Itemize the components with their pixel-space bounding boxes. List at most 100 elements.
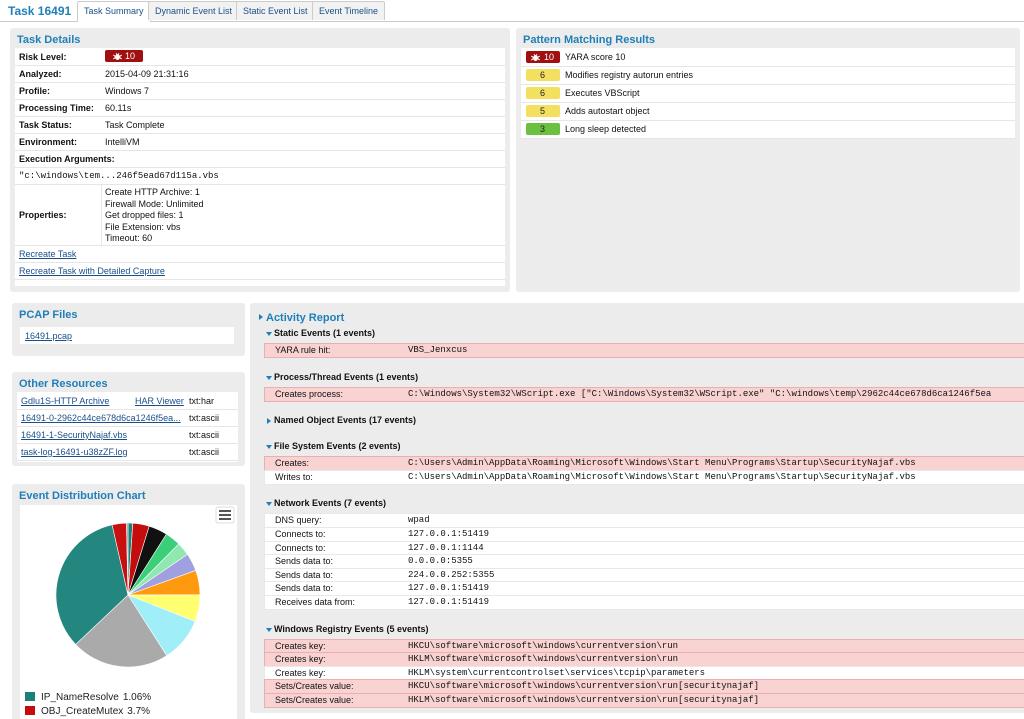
event-label: Sends data to: <box>275 583 334 594</box>
event-value: wpad <box>408 515 430 526</box>
event-value: 0.0.0.0:5355 <box>408 556 473 567</box>
panel-title: Activity Report <box>266 312 345 324</box>
activity-row: Receives data from: 127.0.0.1:51419 <box>264 594 1024 610</box>
resource-type: txt:ascii <box>189 413 220 423</box>
chart-menu-button[interactable] <box>215 506 235 524</box>
pie-slice <box>75 594 168 668</box>
event-label: Creates process: <box>275 388 344 399</box>
activity-row: Writes to: C:\Users\Admin\AppData\Roaming… <box>264 469 1024 485</box>
resource-link[interactable]: task-log-16491-u38zZF.log <box>21 447 128 457</box>
risk-value: 10 <box>125 51 136 61</box>
header: Task 16491 Task Summary Dynamic Event List… <box>0 0 1024 22</box>
chart-body: IP_NameResolve 1.06% OBJ_CreateMutex 3.7% <box>20 505 237 719</box>
resource-row: task-log-16491-u38zZF.log txt:ascii <box>17 443 238 461</box>
property: Timeout: 60 <box>105 233 153 243</box>
panel-title: Event Distribution Chart <box>19 490 146 502</box>
panel-title: Pattern Matching Results <box>523 34 656 46</box>
expanded-icon <box>266 445 272 450</box>
event-label: Sets/Creates value: <box>275 681 354 692</box>
section-title[interactable]: Windows Registry Events (5 events) <box>274 623 429 634</box>
triangle <box>259 314 263 320</box>
detail-row: Analyzed: 2015-04-09 21:31:16 <box>15 65 505 83</box>
label: Processing Time: <box>19 103 94 113</box>
label: Profile: <box>19 86 51 96</box>
properties-row: Properties: Create HTTP Archive: 1 Firewal… <box>15 184 505 246</box>
detail-row: Environment: IntelliVM <box>15 133 505 151</box>
section-title[interactable]: Static Events (1 events) <box>274 328 376 338</box>
panel-title: Other Resources <box>19 378 108 390</box>
triangle <box>266 332 272 336</box>
link[interactable]: Recreate Task with Detailed Capture <box>19 266 165 276</box>
resource-type: txt:har <box>189 396 215 406</box>
pattern-text: Adds autostart object <box>565 106 650 116</box>
value: 60.11s <box>105 103 132 113</box>
section-title[interactable]: Named Object Events (17 events) <box>274 415 417 426</box>
event-label: Creates key: <box>275 654 326 665</box>
value: Windows 7 <box>105 86 150 96</box>
pattern-text: Modifies registry autorun entries <box>565 70 694 80</box>
tab[interactable]: Event Timeline <box>312 1 386 20</box>
triangle <box>266 502 272 507</box>
tab[interactable]: Task Summary <box>77 1 151 22</box>
resource-link[interactable]: 16491-1-SecurityNajaf.vbs <box>21 430 128 440</box>
event-value: C:\Users\Admin\AppData\Roaming\Microsoft… <box>408 471 916 482</box>
resources-panel: Other Resources Gdlu1S-HTTP Archive HAR Vi… <box>12 372 245 466</box>
event-value: 127.0.0.1:1144 <box>408 542 484 553</box>
event-value: HKLM\software\microsoft\windows\currentv… <box>408 654 679 665</box>
link[interactable]: Recreate Task <box>19 249 77 259</box>
collapsed-icon <box>267 418 271 425</box>
pattern-row: 3 Long sleep detected <box>521 120 1015 139</box>
event-value: 127.0.0.1:51419 <box>408 596 490 607</box>
exec-label-row: Execution Arguments: <box>15 150 505 168</box>
legend-name: OBJ_CreateMutex <box>41 706 123 717</box>
resource-link[interactable]: 16491-0-2962c44ce678d6ca1246f5ea... <box>21 413 181 423</box>
event-value: HKCU\software\microsoft\windows\currentv… <box>408 640 679 651</box>
tab[interactable]: Dynamic Event List <box>148 1 240 20</box>
viewer-link[interactable]: HAR Viewer <box>135 396 184 406</box>
legend-swatch <box>25 706 35 715</box>
pattern-row: 6 Executes VBScript <box>521 84 1015 103</box>
tab[interactable]: Static Event List <box>236 1 315 20</box>
task-details-body: Risk Level: 10 Analyzed: 2015-04-09 21:31:1… <box>15 48 505 286</box>
bug-legs <box>113 52 122 59</box>
property: Create HTTP Archive: 1 <box>105 187 200 197</box>
event-label: Connects to: <box>275 528 326 539</box>
risk-row: Risk Level: 10 <box>15 48 505 66</box>
event-label: Writes to: <box>275 471 313 482</box>
section-title[interactable]: Process/Thread Events (1 events) <box>274 371 419 382</box>
score: 6 <box>540 88 546 98</box>
pie-slice <box>126 522 129 596</box>
resource-row: Gdlu1S-HTTP Archive HAR Viewer txt:har <box>17 392 238 410</box>
triangle <box>266 375 272 380</box>
pcap-link[interactable]: 16491.pcap <box>25 331 73 341</box>
pattern-row: 5 Adds autostart object <box>521 102 1015 121</box>
event-value: 224.0.0.252:5355 <box>408 569 495 580</box>
score: 6 <box>540 70 546 80</box>
resource-link[interactable]: Gdlu1S-HTTP Archive <box>21 396 110 406</box>
label: Task Status: <box>19 120 72 130</box>
pattern-panel: Pattern Matching Results 10 YARA score 10 6… <box>516 28 1020 292</box>
event-label: DNS query: <box>275 515 322 526</box>
resource-row: 16491-1-SecurityNajaf.vbs txt:ascii <box>17 426 238 444</box>
event-value: C:\Users\Admin\AppData\Roaming\Microsoft… <box>408 458 916 469</box>
pattern-text: Long sleep detected <box>565 124 647 134</box>
event-label: Sends data to: <box>275 569 334 580</box>
event-value: 127.0.0.1:51419 <box>408 528 490 539</box>
event-label: Connects to: <box>275 542 326 553</box>
resource-type: txt:ascii <box>189 430 220 440</box>
section-title[interactable]: Network Events (7 events) <box>274 498 387 509</box>
score: 5 <box>540 106 546 116</box>
event-label: Creates key: <box>275 640 326 651</box>
section-title[interactable]: File System Events (2 events) <box>274 441 401 452</box>
panel-title: PCAP Files <box>19 309 78 321</box>
label: Analyzed: <box>19 69 62 79</box>
link-row: Recreate Task with Detailed Capture <box>15 262 505 280</box>
bug-icon <box>113 52 122 60</box>
expanded-icon <box>266 627 272 632</box>
label: Properties: <box>19 210 67 220</box>
expanded-icon <box>266 332 272 336</box>
resources-body: Gdlu1S-HTTP Archive HAR Viewer txt:har 1649… <box>17 392 238 462</box>
legend-swatch <box>25 692 35 701</box>
event-value: HKLM\software\microsoft\windows\currentv… <box>408 694 760 705</box>
